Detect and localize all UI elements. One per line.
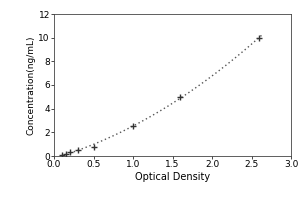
X-axis label: Optical Density: Optical Density (135, 172, 210, 182)
Y-axis label: Concentration(ng/mL): Concentration(ng/mL) (27, 35, 36, 135)
